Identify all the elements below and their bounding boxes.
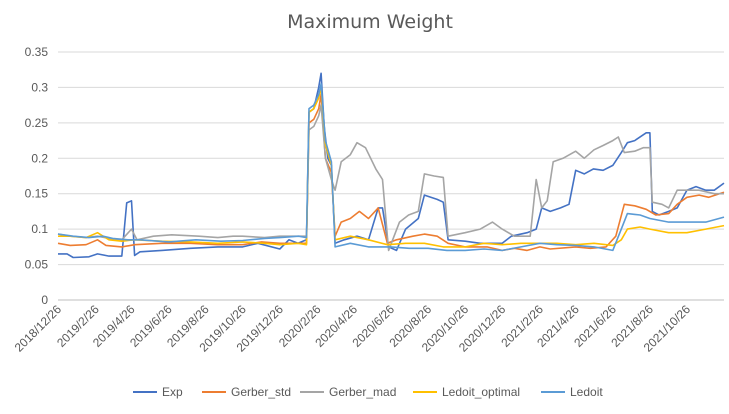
legend-label: Gerber_std [231, 385, 291, 399]
y-tick-label: 0.05 [25, 258, 49, 272]
y-tick-label: 0.15 [25, 187, 49, 201]
legend-label: Ledoit_optimal [442, 385, 520, 399]
chart-title: Maximum Weight [287, 11, 453, 33]
y-axis-ticks: 0 0.05 0.1 0.15 0.2 0.25 0.3 0.35 [25, 45, 49, 307]
series-line-exp [58, 72, 725, 259]
series-line-ledoit [57, 83, 725, 252]
x-tick-label: 2018/12/26 [12, 302, 65, 355]
series-lines [57, 72, 725, 259]
series-line-gerber-std [57, 93, 725, 252]
y-tick-label: 0.25 [25, 116, 49, 130]
y-tick-label: 0.35 [25, 45, 49, 59]
y-tick-label: 0.1 [31, 222, 48, 236]
series-line-gerber-mad [57, 104, 724, 252]
legend-label: Gerber_mad [329, 385, 396, 399]
y-tick-label: 0.3 [31, 80, 48, 94]
legend: Exp Gerber_std Gerber_mad Ledoit_optimal Led… [133, 385, 603, 399]
gridlines [58, 51, 724, 301]
y-tick-label: 0.2 [31, 151, 48, 165]
x-axis-ticks: 2018/12/262019/2/262019/4/262019/6/26201… [12, 302, 694, 355]
legend-label: Exp [162, 385, 183, 399]
y-tick-label: 0 [41, 293, 48, 307]
legend-label: Ledoit [570, 385, 603, 399]
